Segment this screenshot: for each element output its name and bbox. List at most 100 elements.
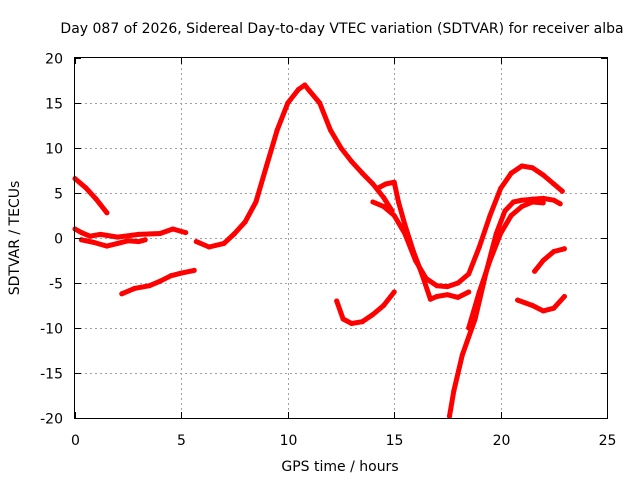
data-point <box>502 208 508 214</box>
data-point <box>559 188 565 194</box>
data-point <box>402 222 408 227</box>
data-point <box>193 239 199 245</box>
data-point <box>455 280 461 286</box>
data-point <box>115 234 121 240</box>
data-point <box>157 231 163 236</box>
plot-frame <box>74 57 608 419</box>
data-point <box>530 199 535 205</box>
data-point <box>349 321 355 326</box>
data-point <box>142 237 148 243</box>
data-point <box>391 213 397 218</box>
data-point <box>434 283 440 289</box>
data-point <box>498 186 504 191</box>
y-tick-label: -10 <box>40 322 63 338</box>
data-point <box>104 210 110 216</box>
data-point <box>381 303 387 308</box>
data-point <box>540 308 546 314</box>
data-point <box>178 270 184 276</box>
data-point <box>359 319 365 325</box>
data-point <box>221 240 227 246</box>
data-point <box>334 298 340 304</box>
data-point <box>508 170 514 176</box>
data-point <box>370 199 376 205</box>
data-point <box>476 289 482 295</box>
x-tick-label: 25 <box>599 433 617 449</box>
y-tick-label: 20 <box>45 52 63 68</box>
data-point <box>206 244 212 250</box>
data-point <box>540 200 546 206</box>
data-point <box>125 238 131 244</box>
data-point <box>455 294 461 300</box>
y-tick-label: -15 <box>40 367 63 383</box>
data-point <box>119 291 125 297</box>
data-point <box>253 199 259 205</box>
series-line-arc-11 <box>515 294 567 314</box>
data-point <box>530 303 535 308</box>
x-tick-label: 15 <box>386 433 404 449</box>
data-point <box>157 278 163 284</box>
data-point <box>444 292 450 298</box>
data-point <box>498 231 504 236</box>
data-point <box>551 249 557 254</box>
y-tick-label: 5 <box>54 187 63 203</box>
series-line-arc-1 <box>72 176 110 216</box>
data-point <box>540 258 546 263</box>
data-point <box>530 165 535 171</box>
data-point <box>540 195 546 201</box>
data-point <box>508 213 514 218</box>
data-point <box>557 201 563 207</box>
data-point <box>561 294 567 299</box>
data-point <box>402 231 408 236</box>
data-point <box>370 181 376 187</box>
data-point <box>381 195 387 200</box>
data-point <box>327 127 333 133</box>
data-point <box>338 145 344 151</box>
data-point <box>423 276 429 281</box>
data-point <box>147 283 152 289</box>
data-point <box>302 82 308 88</box>
data-point <box>515 297 521 303</box>
data-point <box>136 231 142 237</box>
data-point <box>295 87 301 92</box>
data-point <box>519 197 525 203</box>
data-point <box>83 185 89 191</box>
data-point <box>391 179 397 185</box>
data-point <box>383 181 389 187</box>
data-point <box>87 233 93 239</box>
data-point <box>98 231 103 237</box>
data-point <box>381 204 387 209</box>
data-point <box>168 273 174 279</box>
grid-layer <box>75 58 607 418</box>
data-point <box>551 181 557 187</box>
x-tick-label: 20 <box>493 433 511 449</box>
y-tick-label: 15 <box>45 97 63 113</box>
data-point <box>459 352 465 358</box>
data-point <box>532 268 538 274</box>
data-point <box>183 230 189 236</box>
data-point <box>519 163 525 169</box>
data-point <box>78 230 84 236</box>
series-line-arc-12 <box>532 246 567 274</box>
data-point <box>132 285 138 291</box>
data-point <box>540 172 546 178</box>
series-line-arc-5 <box>193 82 395 250</box>
data-point <box>264 163 269 169</box>
data-point <box>447 413 452 419</box>
data-point <box>444 284 450 290</box>
y-tick-label: -20 <box>40 412 63 428</box>
data-point <box>451 388 457 394</box>
y-tick-label: 0 <box>54 232 63 248</box>
data-point <box>285 100 291 106</box>
data-point <box>91 240 97 245</box>
chart-title: Day 087 of 2026, Sidereal Day-to-day VTE… <box>60 21 623 37</box>
data-point <box>561 246 567 252</box>
data-point <box>242 219 248 225</box>
data-point <box>466 289 472 295</box>
data-point <box>487 213 493 218</box>
data-point <box>306 87 312 93</box>
data-point <box>476 244 482 250</box>
data-point <box>487 258 493 263</box>
data-point <box>232 231 238 236</box>
data-point <box>413 258 418 263</box>
